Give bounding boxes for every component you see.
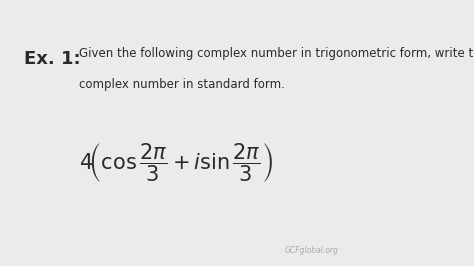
Text: GCFglobal.org: GCFglobal.org <box>284 246 338 255</box>
Text: complex number in standard form.: complex number in standard form. <box>79 78 285 91</box>
Text: Ex. 1:: Ex. 1: <box>24 50 80 68</box>
Text: Given the following complex number in trigonometric form, write the: Given the following complex number in tr… <box>79 47 474 60</box>
Text: $4\!\left(\cos\dfrac{2\pi}{3}+i\sin\dfrac{2\pi}{3}\right)$: $4\!\left(\cos\dfrac{2\pi}{3}+i\sin\dfra… <box>79 141 273 184</box>
